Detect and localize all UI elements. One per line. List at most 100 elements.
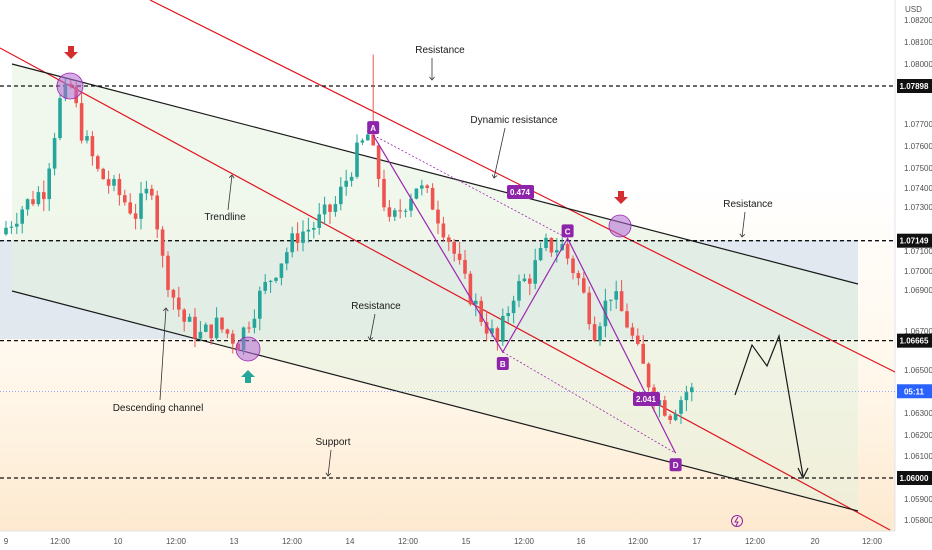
pattern-label: C — [565, 227, 571, 236]
projection-path — [734, 333, 804, 477]
x-tick-label: 12:00 — [862, 537, 883, 546]
ratio-connector-ac — [373, 134, 568, 239]
candle-body — [592, 324, 597, 341]
candle-body — [150, 188, 154, 196]
candle-body — [549, 237, 554, 253]
annotation-arrowhead — [739, 233, 746, 238]
candle-body — [220, 317, 224, 330]
candle-body — [382, 178, 386, 208]
ratio-box — [633, 392, 660, 406]
candle-body — [312, 227, 316, 230]
pattern-badge-a — [367, 121, 380, 135]
y-tick-label: 1.06200 — [904, 431, 932, 440]
ratio-box — [507, 185, 534, 199]
candle-body — [193, 316, 197, 339]
candle-body — [301, 231, 305, 243]
annotation-label: Descending channel — [113, 403, 204, 414]
candle-body — [106, 179, 111, 186]
annotation-leader — [369, 313, 376, 341]
candle-body — [204, 324, 208, 332]
candle-body — [85, 136, 89, 141]
candle-body — [279, 263, 284, 278]
candle-body — [166, 255, 170, 290]
annotation-arrowhead — [228, 174, 235, 179]
x-tick-label: 16 — [577, 537, 586, 546]
up-arrow-icon — [241, 370, 255, 383]
lightning-icon[interactable] — [731, 515, 743, 527]
candle-body — [214, 317, 219, 339]
price-level-box — [897, 471, 932, 485]
y-tick-label: 1.08100 — [904, 38, 932, 47]
y-tick-label: 1.07100 — [904, 247, 932, 256]
candle-body — [144, 188, 149, 194]
annotation-label: Resistance — [723, 199, 773, 210]
candle-body — [430, 188, 435, 210]
annotation-arrowhead — [325, 472, 332, 477]
candle-body — [528, 278, 532, 284]
candle-body — [25, 199, 30, 210]
candle-body — [171, 289, 176, 298]
candle-body — [339, 186, 343, 205]
candle-body — [123, 195, 127, 203]
candle-body — [420, 185, 424, 189]
candle-body — [511, 300, 516, 314]
candle-body — [349, 176, 354, 181]
annotation-leader — [741, 211, 746, 238]
candle-body — [344, 180, 348, 187]
candle-body — [490, 328, 494, 334]
candle-body — [285, 252, 289, 264]
price-level-box — [897, 333, 932, 348]
y-tick-label: 1.06100 — [904, 452, 932, 461]
current-price-box — [897, 384, 932, 399]
annotation-arrowhead — [367, 336, 374, 341]
price-level-label: 1.06000 — [900, 474, 929, 483]
candle-body — [409, 198, 413, 211]
candle-body — [468, 273, 473, 305]
x-tick-label: 9 — [4, 537, 9, 546]
x-tick-label: 12:00 — [166, 537, 187, 546]
annotation-label: Trendline — [204, 212, 246, 223]
time-axis-background — [0, 531, 932, 550]
ratio-connector-bd — [502, 351, 676, 454]
candle-body — [177, 297, 181, 310]
candle-body — [90, 136, 95, 157]
candle-body — [258, 290, 262, 319]
ratio-label: 0.474 — [510, 188, 531, 197]
candle-body — [690, 387, 694, 393]
candle-body — [398, 210, 402, 212]
annotation-arrowhead — [163, 307, 169, 312]
annotation-leader — [493, 127, 506, 179]
y-tick-label: 1.07300 — [904, 203, 932, 212]
pattern-label: A — [370, 124, 376, 133]
candle-body — [290, 233, 294, 253]
annotation-arrowhead — [429, 76, 435, 81]
candle-body — [128, 202, 132, 214]
candle-body — [457, 253, 462, 260]
y-tick-label: 1.06900 — [904, 286, 932, 295]
candle-body — [42, 192, 46, 200]
candle-body — [414, 188, 419, 199]
candle-body — [484, 321, 489, 334]
candle-body — [274, 277, 278, 281]
candle-body — [538, 248, 543, 261]
highlight-circle — [56, 72, 84, 100]
y-tick-label: 1.06700 — [904, 327, 932, 336]
ratio-label: 2.041 — [636, 395, 657, 404]
y-tick-label: 1.07000 — [904, 267, 932, 276]
down-arrow-icon — [614, 191, 628, 204]
candle-body — [587, 292, 591, 325]
y-tick-label: 1.05900 — [904, 495, 932, 504]
y-tick-label: 1.06300 — [904, 409, 932, 418]
trendline — [0, 47, 891, 531]
current-price-label: 05:11 — [904, 387, 925, 396]
candle-body — [479, 300, 483, 322]
candle-body — [571, 258, 575, 274]
candle-body — [317, 214, 321, 228]
candle-body — [506, 313, 510, 317]
candle-body — [376, 145, 381, 179]
candle-body — [198, 331, 203, 339]
candle-body — [463, 259, 467, 274]
candle-body — [328, 204, 332, 212]
candle-body — [679, 400, 683, 414]
pattern-label: B — [500, 360, 506, 369]
